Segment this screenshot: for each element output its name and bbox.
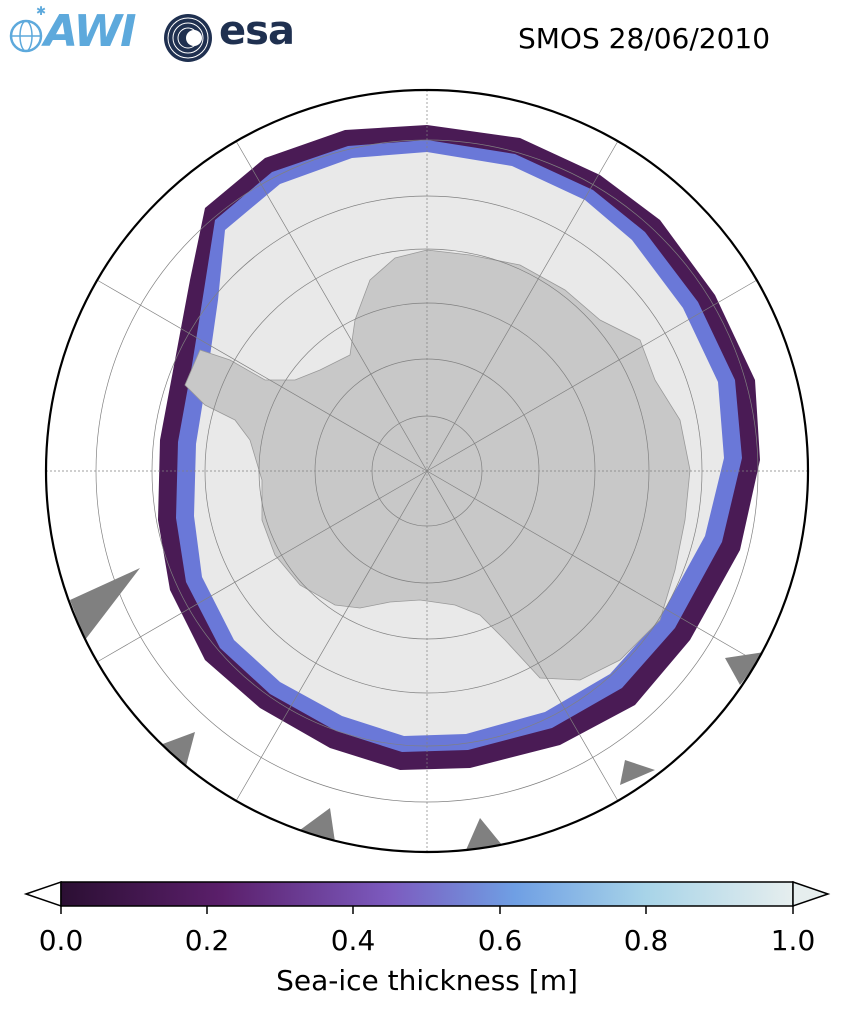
colorbar-gradient (60, 881, 794, 907)
awi-logo-text: AWI (44, 6, 137, 57)
colorbar (23, 880, 831, 914)
colorbar-tick-label: 0.4 (330, 924, 376, 957)
no-data-patches (70, 568, 765, 850)
esa-logo (164, 14, 212, 62)
colorbar-tick-label: 0.0 (38, 924, 84, 957)
colorbar-ticks (60, 906, 794, 914)
graticule (46, 90, 808, 852)
colorbar-extend-high (792, 880, 831, 908)
colorbar-tick-label: 0.8 (623, 924, 669, 957)
colorbar-tick-label: 1.0 (770, 924, 816, 957)
colorbar-extend-low (23, 880, 62, 908)
colorbar-tick-label: 0.6 (477, 924, 523, 957)
colorbar-tick-label: 0.2 (184, 924, 230, 957)
colorbar-label: Sea-ice thickness [m] (276, 964, 578, 997)
map-title: SMOS 28/06/2010 (518, 22, 771, 55)
map-boundary (44, 88, 810, 854)
awi-logo: ✱ (9, 6, 46, 53)
esa-logo-text: esa (219, 8, 295, 54)
sea-ice-map (44, 88, 810, 854)
svg-text:✱: ✱ (36, 6, 46, 18)
